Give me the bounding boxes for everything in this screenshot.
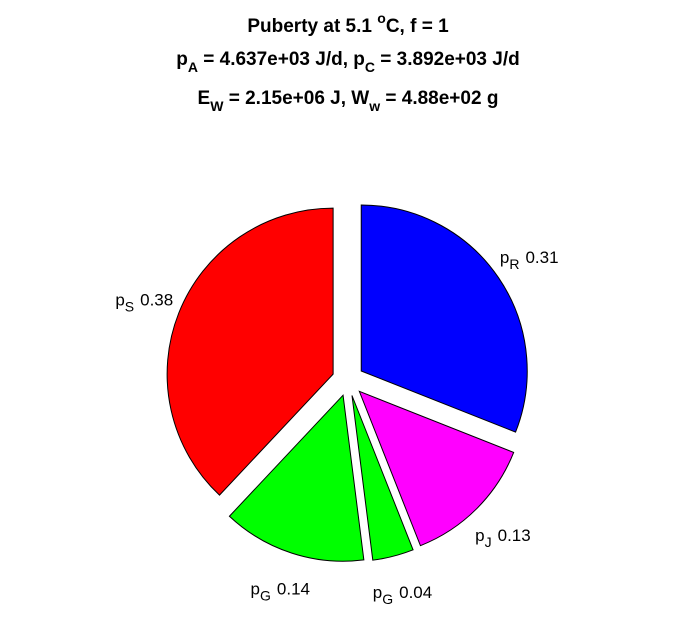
label-value: 0.14: [277, 579, 310, 598]
title-sub: w: [368, 98, 380, 114]
slice-label: pS 0.38: [115, 290, 173, 314]
label-sub: S: [125, 298, 134, 314]
label-sub: G: [382, 591, 393, 607]
label-sub: R: [509, 256, 519, 272]
title-part: = 4.88e+02 g: [380, 88, 498, 109]
label-value: 0.04: [399, 583, 432, 602]
title-sup: o: [377, 10, 386, 26]
title-part: = 2.15e+06 J, W: [223, 88, 369, 109]
pie-slice: [358, 390, 515, 547]
title-part: = 3.892e+03 J/d: [375, 49, 520, 70]
pie-slice: [360, 204, 528, 433]
pie-slice: [166, 207, 334, 496]
title-line: pA = 4.637e+03 J/d, pC = 3.892e+03 J/d: [176, 49, 519, 75]
title-line: EW = 2.15e+06 J, Ww = 4.88e+02 g: [198, 88, 499, 114]
title-line: Puberty at 5.1 oC, f = 1: [247, 10, 449, 37]
title-part: C, f = 1: [386, 16, 449, 37]
slice-label: pG 0.04: [373, 583, 432, 607]
label-name: p: [373, 583, 382, 602]
slice-label: pG 0.14: [251, 579, 310, 603]
slice-label: pR 0.31: [500, 248, 559, 272]
title-sub: A: [188, 59, 198, 75]
label-value: 0.13: [498, 526, 531, 545]
label-name: p: [500, 248, 509, 267]
slice-label: pJ 0.13: [475, 526, 531, 550]
label-name: p: [115, 290, 124, 309]
label-name: p: [251, 579, 260, 598]
title-sub: C: [365, 59, 375, 75]
pie-slice: [351, 395, 414, 561]
title-sub: W: [210, 98, 224, 114]
label-value: 0.31: [525, 248, 558, 267]
title-part: p: [176, 49, 188, 70]
title-part: E: [198, 88, 211, 109]
label-sub: J: [485, 534, 492, 550]
pie-slice: [228, 394, 365, 562]
title-part: Puberty at 5.1: [247, 16, 377, 37]
label-name: p: [475, 526, 484, 545]
label-value: 0.38: [140, 290, 173, 309]
title-part: = 4.637e+03 J/d, p: [198, 49, 365, 70]
label-sub: G: [260, 587, 271, 603]
